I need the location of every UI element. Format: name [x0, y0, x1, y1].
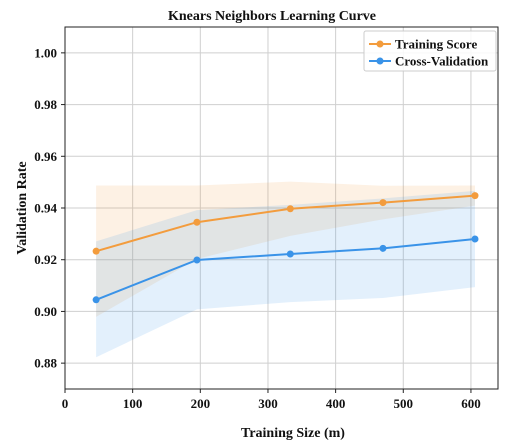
y-tick-label-4: 0.96: [34, 149, 57, 164]
y-tick-label-6: 1.00: [34, 45, 57, 60]
x-tick-label-4: 400: [326, 396, 346, 411]
series-points: [92, 192, 479, 304]
y-tick-label-5: 0.98: [34, 97, 57, 112]
cross-validation-point-2: [286, 250, 294, 258]
training-score-point-3: [379, 199, 387, 207]
x-tick-label-0: 0: [62, 396, 69, 411]
x-axis-ticks: 0 100 200 300 400 500 600: [62, 389, 481, 411]
legend-label-cross-validation: Cross-Validation: [395, 54, 489, 69]
grid: [64, 27, 498, 389]
y-tick-label-1: 0.90: [34, 304, 57, 319]
confidence-bands: [96, 181, 475, 358]
chart-title: Knears Neighbors Learning Curve: [168, 9, 376, 24]
cross-validation-point-3: [379, 244, 387, 252]
y-axis-label: Validation Rate: [15, 161, 30, 254]
legend: Training Score Cross-Validation: [363, 30, 497, 72]
training-score-point-4: [471, 192, 479, 200]
y-axis-ticks: 0.88 0.90 0.92 0.94 0.96 0.98 1.00: [34, 45, 65, 371]
x-tick-label-1: 100: [123, 396, 143, 411]
legend-swatch-marker-cross-validation: [376, 57, 384, 65]
x-axis-label: Training Size (m): [241, 426, 345, 441]
x-tick-label-6: 600: [461, 396, 481, 411]
cross-validation-point-0: [92, 296, 100, 304]
legend-swatch-marker-training-score: [376, 40, 384, 48]
legend-box: [363, 30, 497, 72]
y-tick-label-0: 0.88: [34, 356, 57, 371]
training-score-point-2: [286, 205, 294, 213]
y-tick-label-3: 0.94: [34, 201, 57, 216]
legend-label-training-score: Training Score: [395, 37, 477, 52]
training-score-point-0: [92, 247, 100, 255]
cross-validation-point-1: [193, 256, 201, 264]
x-tick-label-2: 200: [191, 396, 211, 411]
training-score-point-1: [193, 218, 201, 226]
cross-validation-band: [96, 190, 475, 358]
x-tick-label-5: 500: [394, 396, 414, 411]
cross-validation-point-4: [471, 235, 479, 243]
x-tick-label-3: 300: [258, 396, 278, 411]
y-tick-label-2: 0.92: [34, 252, 57, 267]
training-score-band: [96, 181, 475, 317]
